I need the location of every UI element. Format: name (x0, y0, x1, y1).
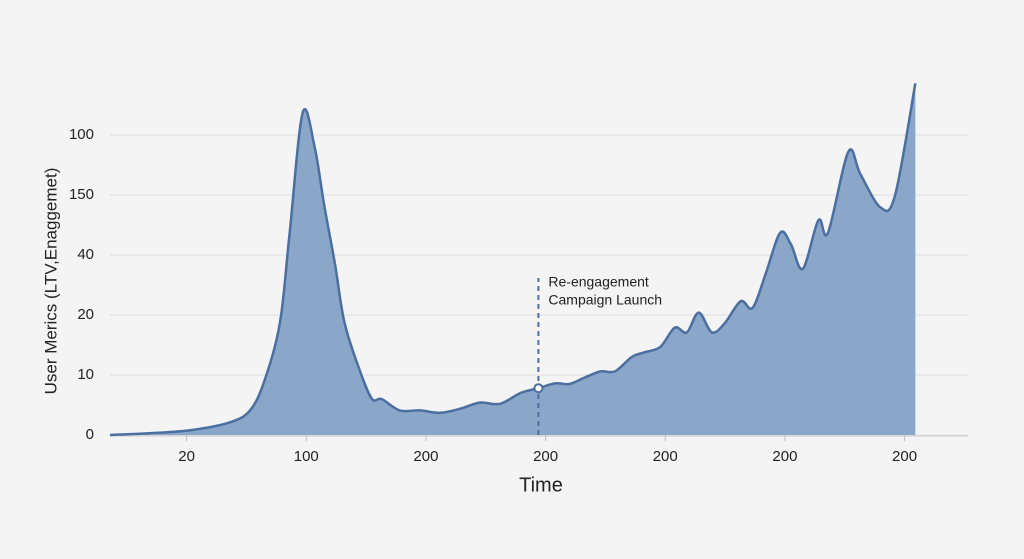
x-tick-label: 200 (533, 448, 558, 465)
y-tick-label: 40 (77, 246, 94, 263)
x-tick-label: 200 (772, 448, 797, 465)
area-fill (110, 83, 916, 436)
y-tick-label: 20 (77, 306, 94, 323)
area-line (109, 83, 917, 437)
y-tick-label: 10 (77, 366, 94, 383)
x-tick-label: 20 (178, 448, 195, 465)
x-tick-label: 200 (653, 448, 678, 465)
annotation-text: Re-engagement (548, 274, 649, 290)
x-tick-label: 100 (294, 448, 319, 465)
y-tick-label: 100 (69, 126, 94, 143)
x-tick-label: 200 (413, 448, 438, 465)
x-tick-label: 200 (892, 448, 917, 465)
annotation-text: Campaign Launch (548, 292, 662, 308)
annotation-point (533, 383, 544, 394)
y-tick-label: 150 (69, 186, 94, 203)
y-axis-label: User Merics (LTV,Enaggemet) (41, 168, 60, 395)
x-axis-label: Time (519, 474, 563, 496)
y-tick-label: 0 (86, 426, 94, 443)
